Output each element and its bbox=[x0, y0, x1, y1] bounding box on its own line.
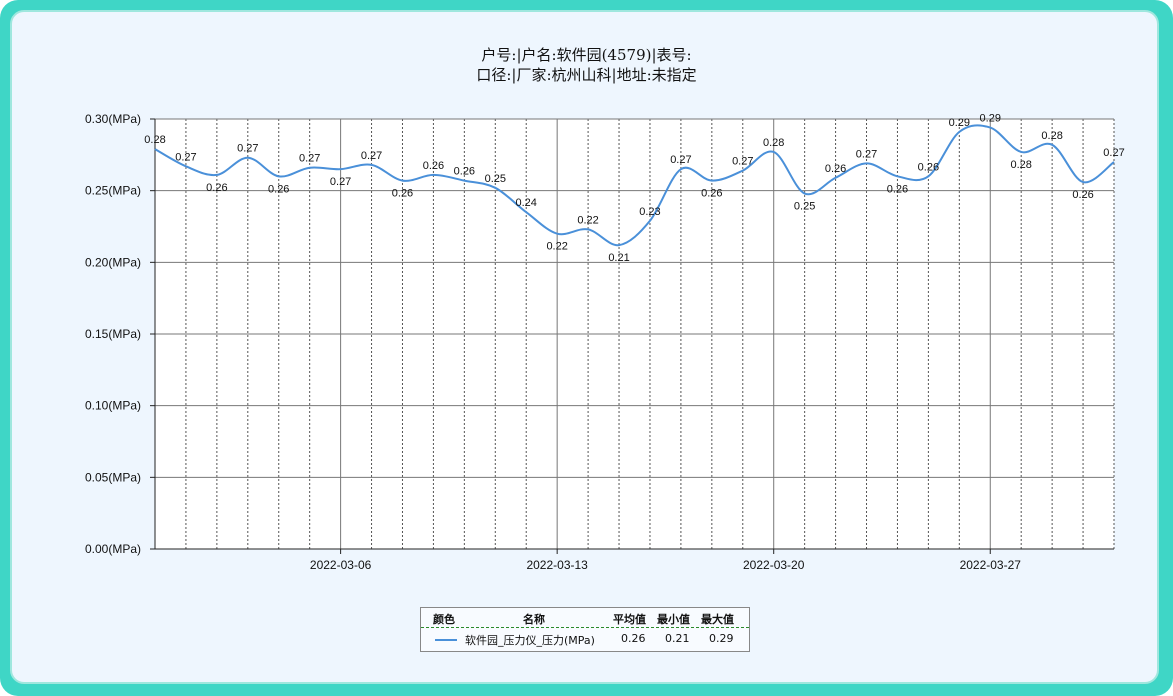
legend-col-avg: 平均值 bbox=[613, 613, 646, 626]
data-label: 0.27 bbox=[732, 156, 753, 168]
data-label: 0.28 bbox=[763, 137, 784, 149]
data-label: 0.28 bbox=[1010, 159, 1031, 171]
data-label: 0.26 bbox=[268, 183, 289, 195]
data-label: 0.26 bbox=[423, 160, 444, 172]
data-label: 0.28 bbox=[144, 134, 165, 146]
data-label: 0.25 bbox=[794, 201, 815, 213]
legend-row: 软件园_压力仪_压力(MPa) 0.26 0.21 0.29 bbox=[421, 632, 749, 648]
data-label: 0.27 bbox=[237, 143, 258, 155]
data-label: 0.29 bbox=[949, 117, 970, 129]
legend-col-color: 颜色 bbox=[433, 613, 455, 626]
data-label: 0.21 bbox=[608, 252, 629, 264]
data-label: 0.27 bbox=[175, 151, 196, 163]
data-label: 0.27 bbox=[361, 150, 382, 162]
x-tick-label: 2022-03-06 bbox=[310, 558, 372, 572]
y-tick-label: 0.30(MPa) bbox=[85, 112, 141, 126]
x-tick-label: 2022-03-27 bbox=[960, 558, 1022, 572]
data-label: 0.26 bbox=[206, 182, 227, 194]
y-tick-label: 0.05(MPa) bbox=[85, 470, 141, 484]
data-label: 0.26 bbox=[392, 188, 413, 200]
y-tick-label: 0.20(MPa) bbox=[85, 255, 141, 269]
data-label: 0.27 bbox=[330, 176, 351, 188]
data-label: 0.26 bbox=[454, 166, 475, 178]
chart-title: 户号:|户名:软件园(4579)|表号: bbox=[481, 46, 692, 64]
legend-col-min: 最小值 bbox=[657, 613, 690, 626]
legend-header: 颜色 名称 平均值 最小值 最大值 bbox=[421, 611, 749, 628]
data-label: 0.26 bbox=[918, 161, 939, 173]
data-label: 0.25 bbox=[485, 173, 506, 185]
data-label: 0.27 bbox=[856, 148, 877, 160]
y-tick-label: 0.15(MPa) bbox=[85, 327, 141, 341]
legend-col-name: 名称 bbox=[523, 613, 545, 626]
data-label: 0.27 bbox=[299, 153, 320, 165]
series-line bbox=[154, 124, 1115, 247]
legend-series-name: 软件园_压力仪_压力(MPa) bbox=[465, 634, 595, 647]
legend-min-value: 0.21 bbox=[665, 632, 690, 645]
data-label: 0.28 bbox=[1041, 130, 1062, 142]
data-label: 0.26 bbox=[701, 188, 722, 200]
data-label: 0.24 bbox=[516, 197, 537, 209]
x-tick-label: 2022-03-13 bbox=[526, 558, 588, 572]
data-label: 0.22 bbox=[546, 241, 567, 253]
legend-avg-value: 0.26 bbox=[621, 632, 646, 645]
data-label: 0.26 bbox=[887, 183, 908, 195]
data-label: 0.29 bbox=[980, 113, 1001, 125]
data-label: 0.22 bbox=[577, 214, 598, 226]
y-tick-label: 0.25(MPa) bbox=[85, 184, 141, 198]
chart-subtitle: 口径:|厂家:杭州山科|地址:未指定 bbox=[476, 66, 697, 84]
data-label: 0.26 bbox=[1072, 189, 1093, 201]
data-label: 0.26 bbox=[825, 163, 846, 175]
x-tick-label: 2022-03-20 bbox=[743, 558, 805, 572]
y-tick-label: 0.00(MPa) bbox=[85, 542, 141, 556]
data-label: 0.27 bbox=[1103, 147, 1124, 159]
legend-table: 颜色 名称 平均值 最小值 最大值 软件园_压力仪_压力(MPa) 0.26 0… bbox=[420, 607, 750, 652]
legend-max-value: 0.29 bbox=[709, 632, 734, 645]
y-tick-label: 0.10(MPa) bbox=[85, 399, 141, 413]
data-label: 0.23 bbox=[639, 206, 660, 218]
legend-line-swatch bbox=[435, 639, 457, 641]
data-label: 0.27 bbox=[670, 154, 691, 166]
legend-col-max: 最大值 bbox=[701, 613, 734, 626]
